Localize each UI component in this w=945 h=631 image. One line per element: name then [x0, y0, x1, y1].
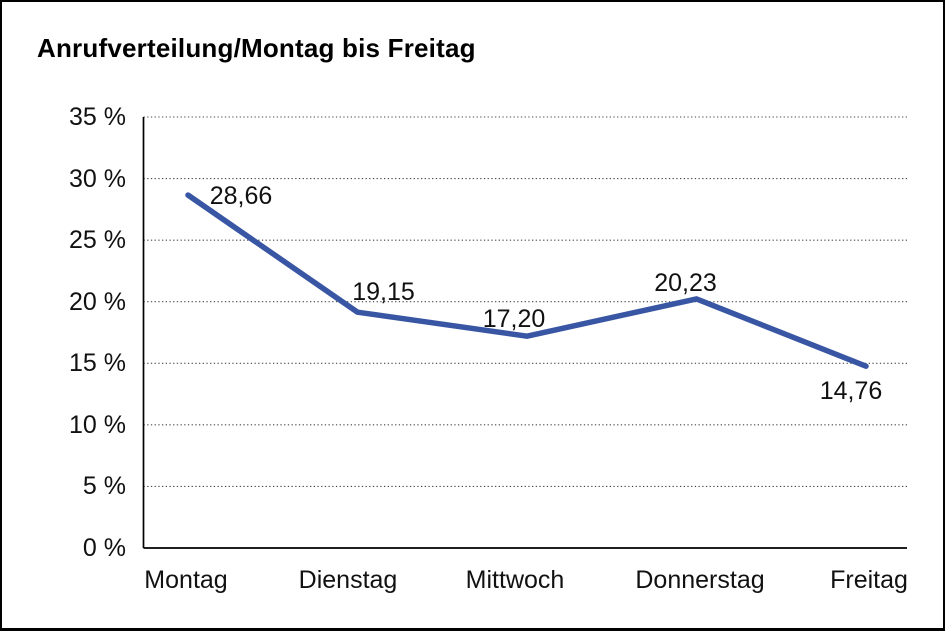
y-tick-label: 25 % [69, 226, 126, 255]
series-line [185, 192, 869, 369]
y-tick-label: 35 % [69, 103, 126, 131]
data-point-label: 28,66 [209, 182, 273, 211]
x-tick-label: Freitag [830, 566, 908, 594]
y-tick-label: 5 % [82, 472, 126, 501]
data-point-label: 14,76 [819, 377, 883, 406]
x-tick-label: Donnerstag [635, 566, 765, 594]
chart-title: Anrufverteilung/Montag bis Freitag [37, 33, 476, 63]
y-tick-label: 15 % [69, 349, 126, 378]
y-tick-label: 0 % [82, 534, 126, 562]
x-tick-label: Montag [144, 566, 228, 594]
y-tick-label: 30 % [69, 164, 126, 193]
data-point-label: 17,20 [482, 305, 546, 334]
data-point-label: 20,23 [654, 268, 717, 297]
data-point-label: 19,15 [352, 278, 415, 307]
y-tick-label: 20 % [69, 287, 126, 316]
x-tick-label: Mittwoch [465, 566, 565, 594]
y-tick-label: 10 % [69, 410, 126, 439]
x-tick-label: Dienstag [298, 566, 398, 594]
